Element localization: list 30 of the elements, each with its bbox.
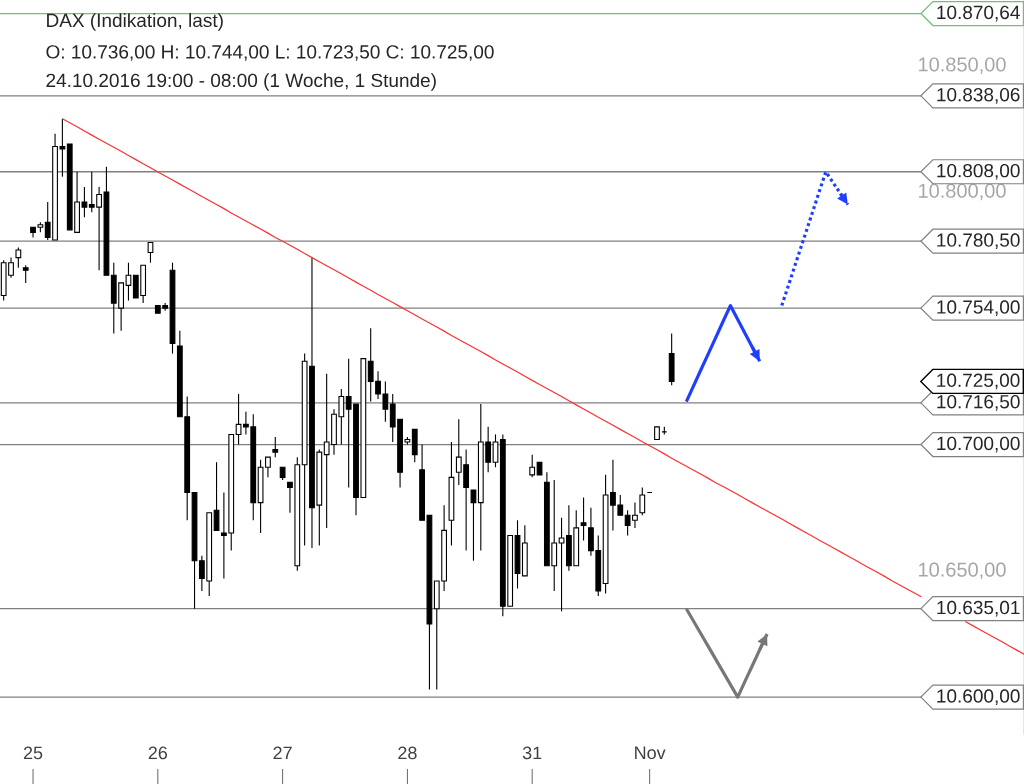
ref-line-label: 10.635,01: [937, 600, 1020, 617]
y-tick-label: 10.650,00: [919, 562, 1006, 580]
y-tick-label: 10.850,00: [919, 57, 1006, 74]
candlestick: [470, 489, 477, 562]
candlestick: [213, 461, 220, 531]
x-tick-label: 26: [148, 746, 168, 760]
annotation: 24.10.2016 19:00 - 08:00 (1 Woche, 1 Stunde): [46, 73, 436, 91]
candlestick: [580, 497, 587, 542]
x-tick-label: 28: [398, 746, 417, 760]
ref-line-label: 10.600,00: [937, 689, 1020, 705]
annotation: 10.725,00: [937, 373, 1020, 390]
text: O: 10.736,00 H: 10.744,00 L: 10.723,50 C: 10.725,00: [46, 45, 494, 61]
ref-line-label: 10.700,00: [937, 436, 1020, 453]
ref-line-label: 10.780,50: [937, 233, 1020, 250]
x-tick-label: Nov: [635, 746, 666, 760]
candlestick: [639, 486, 646, 516]
candlestick: [272, 436, 279, 458]
ref-line-label: 10.870,64: [937, 5, 1020, 22]
text: DAX (Indikation, last): [47, 13, 223, 31]
ref-line-label: 10.716,50: [937, 395, 1020, 411]
candlestick: [529, 454, 536, 478]
ref-line-label: 10.838,06: [937, 87, 1020, 104]
ref-line-label: 10.754,00: [937, 300, 1020, 316]
x-tick-label: 27: [273, 746, 292, 760]
x-tick-label: 25: [23, 746, 43, 760]
ref-line-label: 10.808,00: [937, 163, 1020, 180]
candlestick: [147, 241, 154, 264]
candlestick: [15, 246, 22, 269]
x-tick-label: 31: [522, 746, 542, 760]
y-tick-label: 10.800,00: [919, 183, 1006, 201]
